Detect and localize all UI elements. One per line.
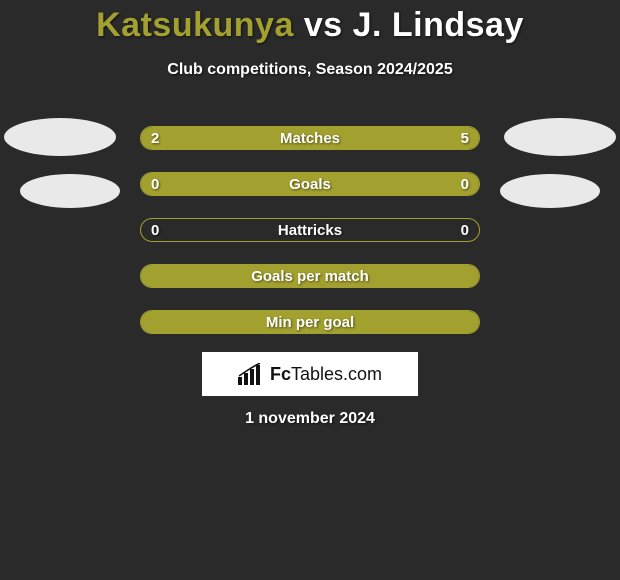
stat-value-right: 5 xyxy=(429,130,479,147)
stat-rows: 2Matches50Goals00Hattricks0Goals per mat… xyxy=(140,126,480,356)
logo-text-suffix: .com xyxy=(343,364,382,384)
player-left-name: Katsukunya xyxy=(96,6,294,44)
player-right-photo xyxy=(504,118,616,156)
stat-label: Matches xyxy=(191,130,429,147)
stat-row: Min per goal xyxy=(140,310,480,334)
stat-value-left: 0 xyxy=(141,222,191,239)
vs-text: vs xyxy=(304,6,343,44)
stat-label: Hattricks xyxy=(191,222,429,239)
player-right-club xyxy=(500,174,600,208)
player-left-photo xyxy=(4,118,116,156)
stat-value-right: 0 xyxy=(429,176,479,193)
stat-value-right: 0 xyxy=(429,222,479,239)
comparison-subtitle: Club competitions, Season 2024/2025 xyxy=(0,61,620,79)
stat-label: Goals per match xyxy=(191,268,429,285)
stat-label: Min per goal xyxy=(191,314,429,331)
player-right-name: J. Lindsay xyxy=(353,6,524,44)
stat-value-left: 0 xyxy=(141,176,191,193)
stat-row: Goals per match xyxy=(140,264,480,288)
bar-chart-icon xyxy=(238,363,266,385)
logo-text-light: Tables xyxy=(291,364,343,384)
stat-label: Goals xyxy=(191,176,429,193)
stat-row: 0Goals0 xyxy=(140,172,480,196)
stat-row: 2Matches5 xyxy=(140,126,480,150)
stat-value-left: 2 xyxy=(141,130,191,147)
logo-text-bold: Fc xyxy=(270,364,291,384)
fctables-logo: FcTables.com xyxy=(202,352,418,396)
logo-text: FcTables.com xyxy=(270,364,382,385)
player-left-club xyxy=(20,174,120,208)
comparison-title: Katsukunya vs J. Lindsay xyxy=(0,0,620,45)
snapshot-date: 1 november 2024 xyxy=(0,410,620,428)
stat-row: 0Hattricks0 xyxy=(140,218,480,242)
